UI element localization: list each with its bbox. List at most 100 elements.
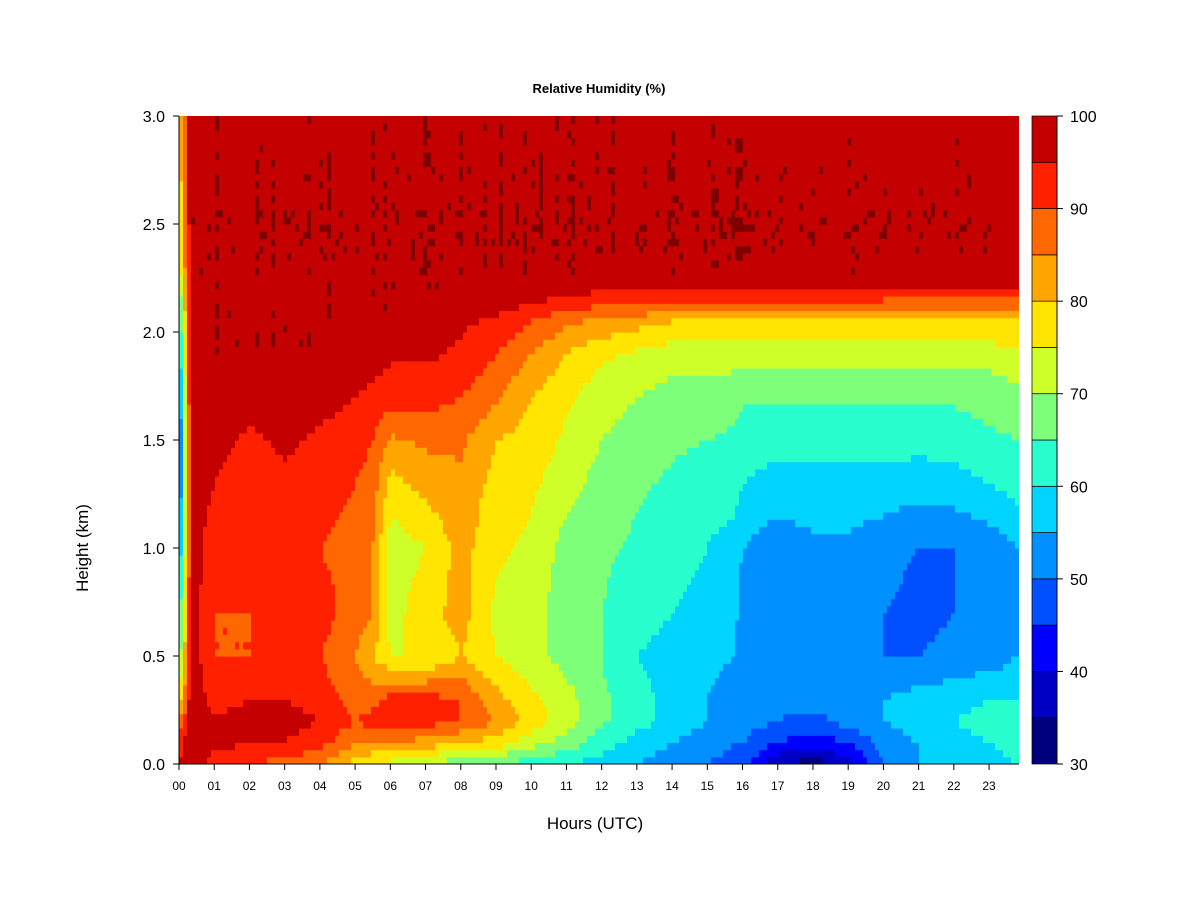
heatmap-cell (335, 641, 340, 650)
heatmap-cell (431, 634, 436, 643)
heatmap-cell (943, 699, 948, 707)
heatmap-cell (275, 713, 280, 722)
heatmap-cell (859, 634, 864, 643)
heatmap-cell (983, 598, 988, 607)
heatmap-cell (187, 641, 192, 650)
heatmap-cell (803, 706, 808, 715)
heatmap-cell (775, 749, 780, 758)
heatmap-cell (435, 713, 440, 722)
heatmap-cell (723, 713, 728, 722)
heatmap-cell (983, 684, 988, 693)
heatmap-cell (559, 677, 564, 686)
heatmap-cell (327, 728, 332, 736)
heatmap-cell (511, 692, 516, 700)
heatmap-cell (867, 634, 872, 643)
heatmap-cell (299, 684, 304, 693)
heatmap-cell (839, 634, 844, 643)
heatmap-cell (615, 749, 620, 758)
heatmap-cell (735, 728, 740, 736)
heatmap-cell (999, 742, 1004, 751)
heatmap-cell (283, 670, 288, 679)
heatmap-cell (683, 641, 688, 650)
heatmap-cell (495, 756, 500, 764)
heatmap-cell (439, 749, 444, 758)
heatmap-cell (319, 756, 324, 764)
heatmap-cell (911, 677, 916, 686)
heatmap-cell (403, 684, 408, 693)
heatmap-cell (447, 648, 452, 657)
heatmap-cell (631, 742, 636, 751)
heatmap-cell (279, 656, 284, 664)
heatmap-cell (379, 648, 384, 657)
heatmap-cell (535, 742, 540, 751)
heatmap-cell (571, 742, 576, 751)
heatmap-cell (243, 706, 248, 715)
heatmap-cell (807, 749, 812, 758)
heatmap-cell (607, 641, 612, 650)
heatmap-cell (927, 663, 932, 671)
heatmap-cell (863, 634, 868, 643)
heatmap-cell (403, 699, 408, 707)
heatmap-cell (867, 706, 872, 715)
heatmap-cell (507, 605, 512, 614)
heatmap-cell (667, 620, 672, 628)
heatmap-cell (771, 706, 776, 715)
heatmap-cell (883, 720, 888, 729)
heatmap-cell (675, 692, 680, 700)
heatmap-cell (635, 612, 640, 621)
heatmap-cell (275, 699, 280, 707)
heatmap-cell (1011, 720, 1016, 729)
heatmap-cell (755, 598, 760, 607)
heatmap-cell (715, 684, 720, 693)
heatmap-cell (659, 656, 664, 664)
heatmap-cell (759, 749, 764, 758)
heatmap-cell (283, 735, 288, 743)
heatmap-cell (799, 634, 804, 643)
heatmap-cell (735, 663, 740, 671)
heatmap-cell (539, 612, 544, 621)
heatmap-cell (439, 713, 444, 722)
heatmap-cell (395, 648, 400, 657)
heatmap-cell (611, 656, 616, 664)
heatmap-cell (991, 670, 996, 679)
heatmap-cell (931, 656, 936, 664)
heatmap-cell (483, 663, 488, 671)
heatmap-cell (199, 756, 204, 764)
heatmap-cell (835, 591, 840, 599)
heatmap-cell (543, 720, 548, 729)
heatmap-cell (255, 663, 260, 671)
heatmap-cell (511, 706, 516, 715)
heatmap-cell (903, 648, 908, 657)
heatmap-cell (591, 713, 596, 722)
heatmap-cell (631, 670, 636, 679)
heatmap-cell (219, 692, 224, 700)
heatmap-cell (839, 735, 844, 743)
heatmap-cell (715, 627, 720, 635)
heatmap-cell (479, 749, 484, 758)
heatmap-cell (283, 656, 288, 664)
heatmap-cell (395, 756, 400, 764)
heatmap-cell (183, 612, 188, 621)
heatmap-cell (235, 742, 240, 751)
heatmap-cell (947, 641, 952, 650)
heatmap-cell (691, 735, 696, 743)
heatmap-cell (383, 634, 388, 643)
heatmap-cell (803, 699, 808, 707)
heatmap-cell (847, 656, 852, 664)
heatmap-cell (307, 605, 312, 614)
heatmap-cell (251, 692, 256, 700)
heatmap-cell (179, 656, 184, 664)
heatmap-cell (375, 699, 380, 707)
heatmap-cell (431, 670, 436, 679)
heatmap-cell (479, 598, 484, 607)
heatmap-cell (739, 692, 744, 700)
heatmap-cell (211, 728, 216, 736)
heatmap-cell (787, 634, 792, 643)
heatmap-cell (575, 627, 580, 635)
heatmap-cell (711, 706, 716, 715)
heatmap-cell (675, 663, 680, 671)
heatmap-cell (387, 663, 392, 671)
heatmap-cell (255, 684, 260, 693)
heatmap-cell (491, 684, 496, 693)
heatmap-cell (631, 641, 636, 650)
